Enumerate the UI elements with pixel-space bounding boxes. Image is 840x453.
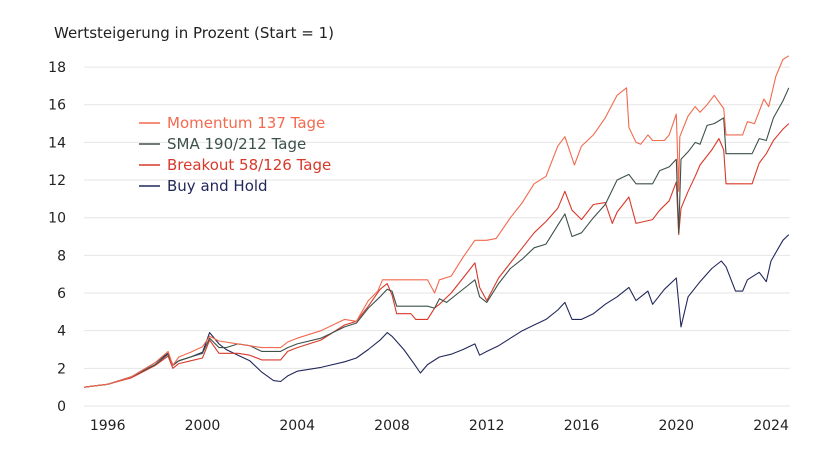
y-tick-label: 14 [48, 135, 66, 151]
grid-lines [84, 66, 790, 407]
legend: Momentum 137 Tage SMA 190/212 Tage Breakou… [139, 114, 331, 195]
x-tick-label: 2008 [374, 418, 410, 434]
y-tick-label: 6 [57, 286, 66, 302]
series-line-momentum-137-tage [83, 55, 790, 388]
x-tick-label: 2016 [564, 418, 600, 434]
series-lines [83, 55, 790, 388]
x-tick-label: 2020 [658, 418, 694, 434]
x-tick-label: 1996 [90, 418, 126, 434]
y-tick-label: 8 [57, 248, 66, 264]
y-tick-label: 4 [57, 324, 66, 340]
y-tick-label: 12 [48, 173, 66, 189]
legend-label: Breakout 58/126 Tage [167, 156, 331, 174]
y-axis-tick-labels: 0 2 4 6 8 10 12 14 16 18 [48, 60, 66, 415]
x-axis-tick-labels: 1996 2000 2004 2008 2012 2016 2020 2024 [90, 418, 789, 434]
y-tick-label: 2 [57, 361, 66, 377]
chart-title: Wertsteigerung in Prozent (Start = 1) [54, 24, 334, 42]
x-tick-label: 2004 [279, 418, 315, 434]
legend-label: SMA 190/212 Tage [167, 135, 306, 153]
y-tick-label: 16 [48, 98, 66, 114]
legend-label: Momentum 137 Tage [167, 114, 325, 132]
series-line-breakout-58-126-tage [83, 123, 790, 388]
y-tick-label: 18 [48, 60, 66, 76]
x-tick-label: 2000 [185, 418, 221, 434]
x-tick-label: 2012 [469, 418, 505, 434]
legend-label: Buy and Hold [167, 177, 268, 195]
series-line-buy-and-hold [83, 234, 790, 388]
series-line-sma-190-212-tage [83, 87, 790, 388]
x-tick-label: 2024 [753, 418, 789, 434]
y-tick-label: 10 [48, 211, 66, 227]
y-tick-label: 0 [57, 399, 66, 415]
